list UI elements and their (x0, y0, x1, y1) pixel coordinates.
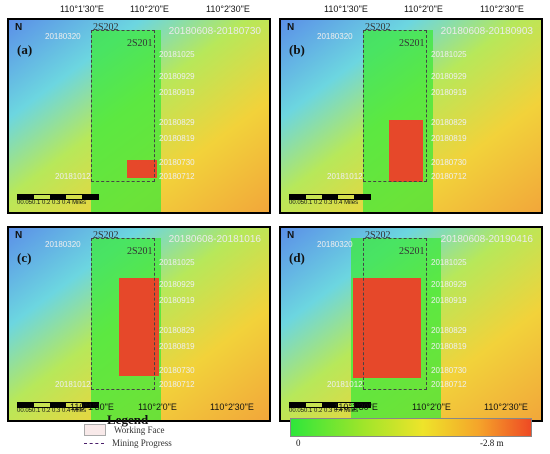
date-range: 20180608-20180903 (440, 26, 533, 37)
north-arrow-icon: N (15, 22, 23, 33)
scale-bar: 00.050.1 0.2 0.3 0.4 Miles (289, 402, 371, 414)
start-date-label: 20180320 (45, 32, 81, 41)
mining-progress-swatch (84, 442, 104, 444)
face-label-big: 2S202 (365, 230, 391, 241)
progress-label: 20180919 (431, 296, 467, 305)
progress-label: 20180819 (159, 134, 195, 143)
legend-mining-progress: Mining Progress (84, 438, 172, 448)
progress-label: 20180829 (431, 326, 467, 335)
progress-label: 20180929 (159, 72, 195, 81)
face-label-big: 2S202 (93, 230, 119, 241)
progress-label: 20181025 (431, 258, 467, 267)
top-axis-label: 110°2'30"E (480, 4, 524, 14)
progress-label: 20180819 (431, 134, 467, 143)
end-date-label: 20181012 (327, 172, 363, 181)
bottom-axis-label: 110°1'30"E (70, 402, 114, 412)
progress-label: 20180712 (159, 172, 195, 181)
panel-label: (c) (17, 250, 32, 265)
progress-label: 20180929 (431, 72, 467, 81)
bottom-axis-label: 110°2'0"E (138, 402, 177, 412)
progress-label: 20180829 (431, 118, 467, 127)
progress-label: 20180730 (159, 158, 195, 167)
face-label-small: 2S201 (399, 246, 425, 257)
top-axis-label: 110°1'30"E (60, 4, 104, 14)
map-panel-d: N (d) 20180608-20190416 2S202 2S201 2018… (279, 226, 543, 422)
legend-title: Legend (107, 412, 149, 427)
progress-label: 20180919 (159, 88, 195, 97)
legend-working-face: Working Face (84, 424, 165, 436)
progress-label: 20180712 (431, 172, 467, 181)
top-axis-label: 110°1'30"E (324, 4, 368, 14)
face-label-small: 2S201 (127, 246, 153, 257)
colorbar-min-label: 0 (296, 438, 301, 448)
face-label-big: 2S202 (365, 22, 391, 33)
north-arrow-icon: N (15, 230, 23, 241)
bottom-axis-label: 110°2'30"E (210, 402, 254, 412)
start-date-label: 20180320 (317, 240, 353, 249)
face-label-small: 2S201 (127, 38, 153, 49)
bottom-axis-label: 110°2'0"E (412, 402, 451, 412)
map-panel-c: N (c) 20180608-20181016 2S202 2S201 2018… (7, 226, 271, 422)
progress-label: 20180819 (159, 342, 195, 351)
progress-label: 20180929 (159, 280, 195, 289)
face-label-small: 2S201 (399, 38, 425, 49)
progress-label: 20180730 (159, 366, 195, 375)
working-face-outline (363, 238, 427, 390)
progress-label: 20181025 (159, 50, 195, 59)
date-range: 20180608-20181016 (168, 234, 261, 245)
working-face-outline (363, 30, 427, 182)
progress-label: 20180730 (431, 366, 467, 375)
progress-label: 20181025 (431, 50, 467, 59)
scale-bar: 00.050.1 0.2 0.3 0.4 Miles (17, 194, 99, 206)
panel-label: (a) (17, 42, 33, 57)
working-face-swatch (84, 424, 106, 436)
bottom-axis-label: 110°2'30"E (484, 402, 528, 412)
date-range: 20180608-20180730 (168, 26, 261, 37)
progress-label: 20180819 (431, 342, 467, 351)
progress-label: 20180919 (431, 88, 467, 97)
face-label-big: 2S202 (93, 22, 119, 33)
date-range: 20180608-20190416 (440, 234, 533, 245)
progress-label: 20180919 (159, 296, 195, 305)
top-axis-label: 110°2'0"E (130, 4, 169, 14)
progress-label: 20180929 (431, 280, 467, 289)
end-date-label: 20181012 (327, 380, 363, 389)
progress-label: 20180730 (431, 158, 467, 167)
end-date-label: 20181012 (55, 380, 91, 389)
working-face-outline (91, 238, 155, 390)
top-axis-label: 110°2'30"E (206, 4, 250, 14)
progress-label: 20181025 (159, 258, 195, 267)
colorbar-max-label: -2.8 m (480, 438, 504, 448)
progress-label: 20180712 (431, 380, 467, 389)
start-date-label: 20180320 (45, 240, 81, 249)
map-panel-a: N (a) 20180608-20180730 2S202 2S201 2018… (7, 18, 271, 214)
panel-label: (b) (289, 42, 305, 57)
bottom-axis-label: 110°1'30"E (334, 402, 378, 412)
panel-label: (d) (289, 250, 305, 265)
north-arrow-icon: N (287, 230, 295, 241)
map-panel-b: N (b) 20180608-20180903 2S202 2S201 2018… (279, 18, 543, 214)
progress-label: 20180829 (159, 326, 195, 335)
end-date-label: 20181012 (55, 172, 91, 181)
scale-bar: 00.050.1 0.2 0.3 0.4 Miles (289, 194, 371, 206)
top-axis-label: 110°2'0"E (404, 4, 443, 14)
scale-bar: 00.050.1 0.2 0.3 0.4 Miles (17, 402, 99, 414)
working-face-outline (91, 30, 155, 182)
deformation-map (9, 20, 269, 212)
start-date-label: 20180320 (317, 32, 353, 41)
north-arrow-icon: N (287, 22, 295, 33)
color-bar (290, 418, 532, 437)
progress-label: 20180712 (159, 380, 195, 389)
progress-label: 20180829 (159, 118, 195, 127)
